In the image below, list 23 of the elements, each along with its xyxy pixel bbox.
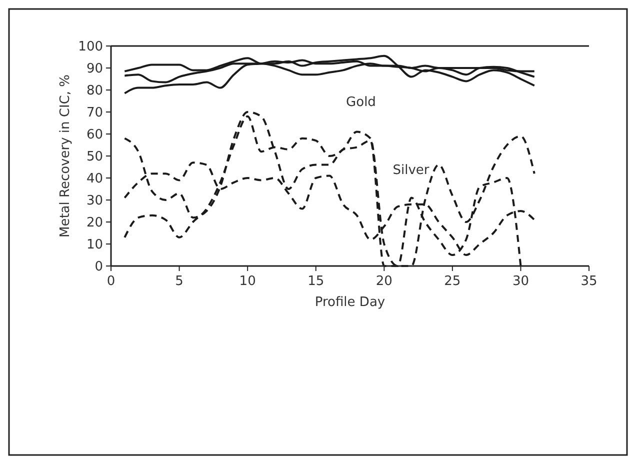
y-tick-label: 100 <box>78 40 103 54</box>
x-tick-label: 30 <box>512 274 529 289</box>
x-tick-label: 25 <box>444 274 461 289</box>
x-tick-label: 10 <box>239 274 256 289</box>
x-tick-label: 5 <box>175 274 184 289</box>
x-tick-label: 20 <box>376 274 392 289</box>
y-tick-label: 10 <box>86 238 103 252</box>
y-tick-label: 30 <box>86 194 103 208</box>
y-tick-label: 80 <box>86 84 103 98</box>
annotation: Gold <box>346 95 376 110</box>
y-axis-title: Metal Recovery in CIC, % <box>58 74 73 238</box>
x-tick-label: 35 <box>580 274 598 289</box>
x-axis-title: Profile Day <box>314 295 386 310</box>
y-tick-label: 0 <box>94 260 103 274</box>
x-tick-label: 0 <box>106 274 116 289</box>
y-tick-label: 70 <box>86 106 103 120</box>
y-tick-label: 50 <box>86 150 103 164</box>
annotation: Silver <box>392 163 430 178</box>
y-tick-label: 90 <box>86 62 103 76</box>
y-tick-label: 60 <box>86 128 103 142</box>
y-tick-label: 40 <box>86 172 103 186</box>
y-tick-label: 20 <box>86 216 103 230</box>
x-tick-label: 15 <box>308 274 324 289</box>
